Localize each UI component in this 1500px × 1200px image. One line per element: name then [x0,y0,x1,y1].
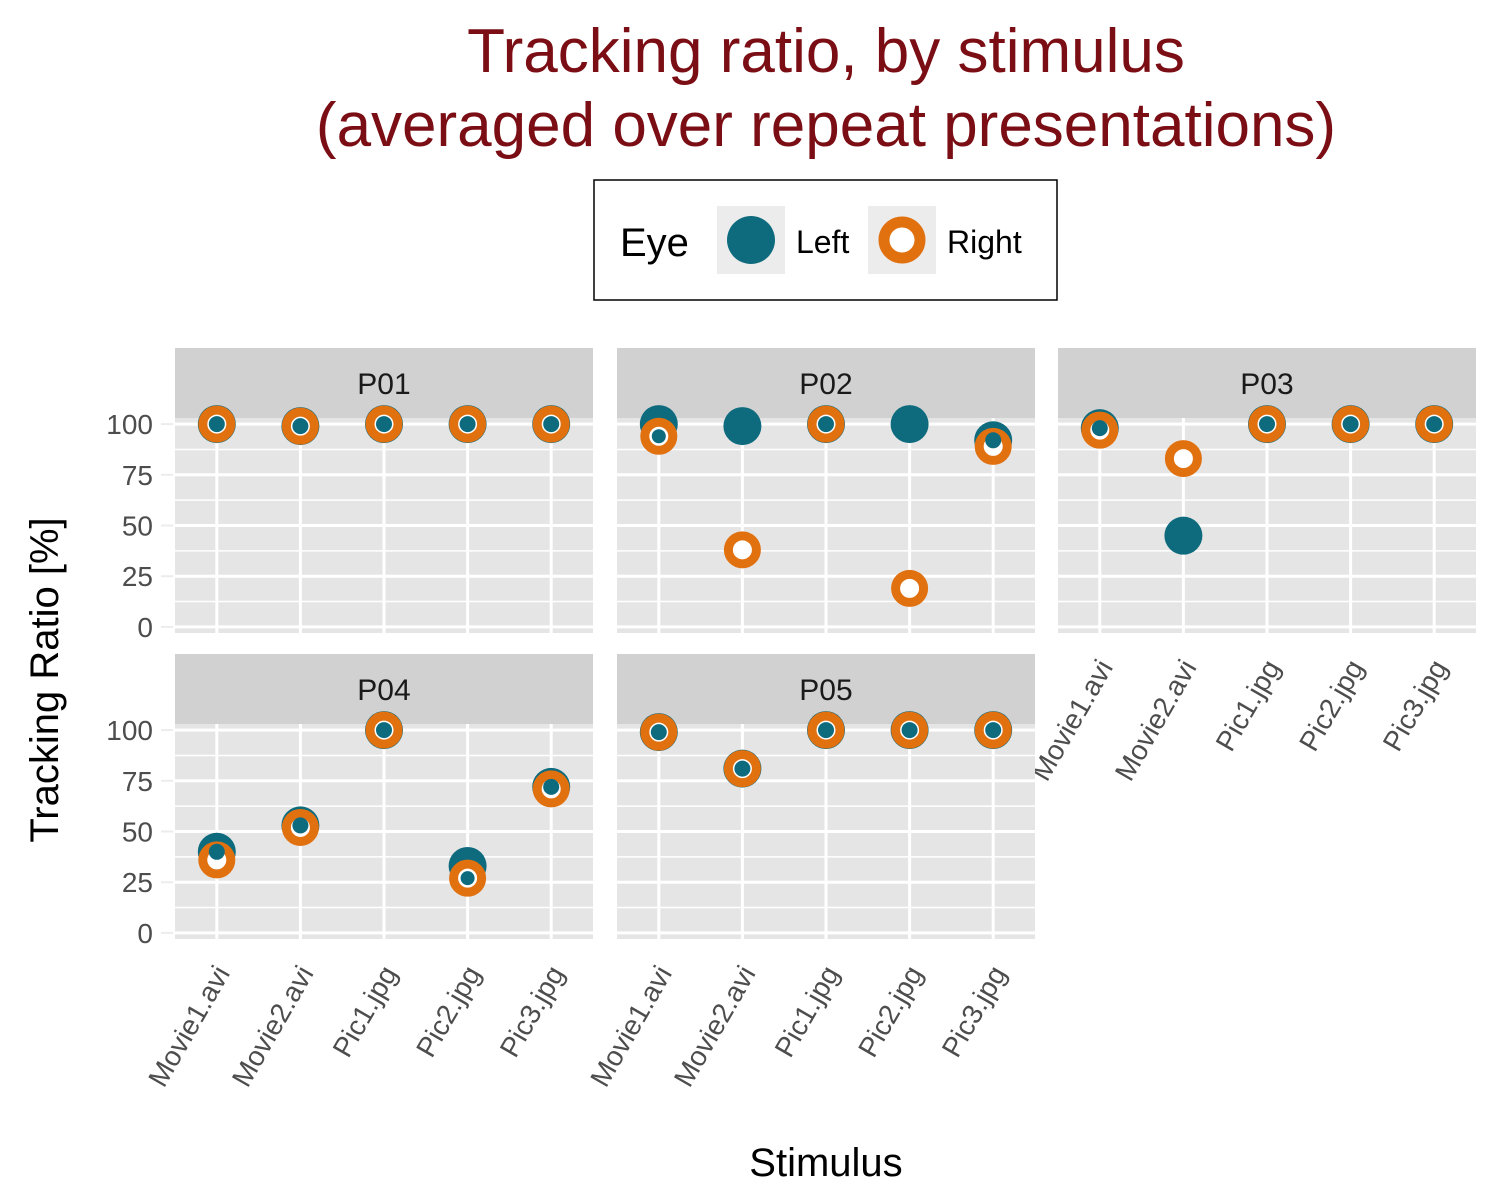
x-tick-label: Pic1.jpg [327,961,404,1063]
point-left-center-Pic1.jpg [818,416,834,433]
point-left-center-Movie1.avi [1091,420,1108,437]
x-tick-label: Pic3.jpg [494,961,571,1063]
x-tick-label: Movie2.avi [668,961,762,1092]
x-tick-label: Pic1.jpg [769,961,846,1063]
point-right-Movie2.avi [723,531,761,569]
point-left-center-Movie1.avi [208,843,225,860]
x-tick-label: Movie1.avi [142,961,236,1092]
strip-label: P02 [799,368,852,401]
y-tick-label: 50 [122,817,153,848]
y-tick-label: 100 [106,409,153,440]
x-tick-label: Movie1.avi [1025,655,1119,786]
y-tick-label: 0 [137,918,153,949]
legend-key-left-marker [727,216,775,264]
x-tick-label: Pic3.jpg [936,960,1013,1062]
legend-label-right: Right [947,224,1022,260]
legend-box [593,179,1058,301]
point-left-center-Pic1.jpg [376,722,392,739]
point-left-center-Movie2.avi [292,817,309,834]
y-axis-title: Tracking Ratio [%] [23,517,67,842]
point-left-Movie2.avi [1164,516,1203,555]
point-left-center-Pic1.jpg [1259,416,1275,433]
y-tick-label: 100 [106,715,153,746]
y-tick-label: 25 [122,867,153,898]
point-left-center-Pic3.jpg [543,416,560,433]
point-right-Pic2.jpg [891,569,929,607]
x-tick-label: Pic3.jpg [1377,655,1454,757]
x-axis-title: Stimulus [749,1141,902,1185]
x-tick-label: Movie2.avi [1109,655,1203,786]
point-left-peek-Pic2.jpg [460,871,475,886]
point-left-center-Pic2.jpg [459,416,476,433]
point-left-center-Pic2.jpg [1342,416,1359,433]
legend-label-left: Left [796,224,849,260]
chart-title-line2: (averaged over repeat presentations) [316,91,1336,160]
panel-p02: P02 [617,348,1035,633]
point-left-center-Movie2.avi [292,418,309,435]
legend-key-right-marker [878,216,926,264]
point-left-center-Pic2.jpg [901,722,918,739]
y-tick-label: 25 [122,561,153,592]
point-left-center-Pic3.jpg [543,778,560,795]
point-left-center-Pic1.jpg [818,722,834,739]
x-tick-label: Movie1.avi [584,961,678,1092]
y-tick-label: 50 [122,511,153,542]
x-tick-label: Movie2.avi [226,961,320,1092]
point-right-Movie2.avi [1164,440,1202,478]
point-left-center-Pic3.jpg [985,432,1002,449]
strip-label: P03 [1240,368,1293,401]
y-tick-label: 75 [122,766,153,797]
point-left-center-Movie2.avi [734,760,751,777]
chart-title-line1: Tracking ratio, by stimulus [467,17,1185,86]
x-tick-label: Pic2.jpg [410,961,487,1063]
strip-label: P04 [357,674,410,707]
x-tick-label: Pic2.jpg [1293,655,1370,757]
strip-label: P05 [799,674,852,707]
point-left-Movie2.avi [723,407,762,446]
point-left-peek-Movie1.avi [651,429,666,444]
legend: Eye Left Right [593,179,1058,301]
y-tick-label: 0 [137,612,153,643]
panel-p01: P01 0 25 50 75 100 [106,348,593,643]
point-left-center-Movie1.avi [650,724,667,741]
legend-title: Eye [620,221,689,265]
point-left-Pic2.jpg [890,405,929,444]
point-left-center-Pic3.jpg [1426,416,1443,433]
point-left-center-Pic3.jpg [985,722,1002,739]
point-left-center-Pic1.jpg [376,416,392,433]
y-tick-label: 75 [122,460,153,491]
point-left-center-Movie1.avi [208,416,225,433]
x-tick-label: Pic1.jpg [1210,655,1287,757]
x-tick-label: Pic2.jpg [852,961,929,1063]
strip-label: P01 [357,368,410,401]
